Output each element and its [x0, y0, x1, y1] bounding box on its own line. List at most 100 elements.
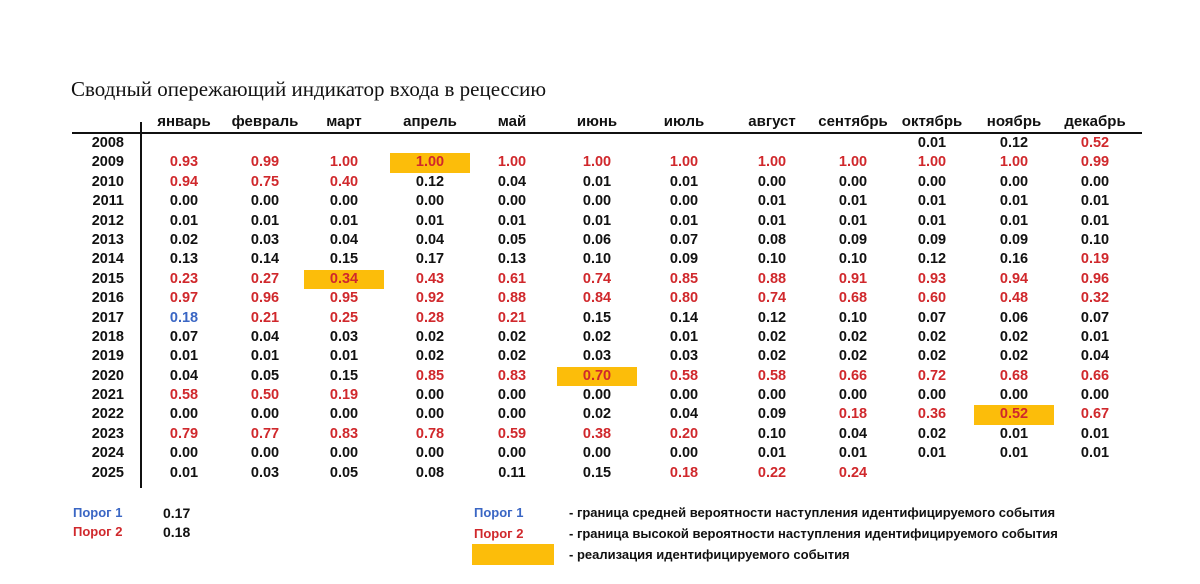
year-label: 2009 — [91, 154, 124, 171]
value-cell: 0.00 — [169, 406, 199, 423]
value-cell: 0.15 — [329, 251, 359, 268]
value-cell: 0.00 — [169, 193, 199, 210]
legend-description: - реализация идентифицируемого события — [569, 547, 850, 562]
value-cell: 0.04 — [497, 173, 527, 190]
value-cell: 0.00 — [838, 173, 868, 190]
value-cell: 0.00 — [250, 193, 280, 210]
value-cell: 0.00 — [838, 387, 868, 404]
value-cell: 0.12 — [415, 173, 445, 190]
value-cell: 0.22 — [757, 464, 787, 481]
legend-label: Порог 1 — [474, 505, 524, 520]
value-cell: 0.00 — [329, 193, 359, 210]
value-cell: 0.01 — [669, 173, 699, 190]
value-cell: 0.94 — [999, 270, 1029, 287]
table-row: 2013 0.02 0.03 0.04 0.04 0.05 0.06 0.07 0.08 0.09… — [72, 231, 1142, 250]
value-cell: 0.02 — [917, 348, 947, 365]
value-cell: 0.00 — [999, 387, 1029, 404]
table-row: 2022 0.00 0.00 0.00 0.00 0.00 0.02 0.04 0.09 0.18… — [72, 405, 1142, 425]
value-cell: 0.78 — [415, 425, 445, 442]
year-label: 2010 — [91, 173, 124, 190]
value-cell: 0.02 — [999, 348, 1029, 365]
threshold-value: 0.17 — [163, 505, 191, 521]
value-cell: 0.67 — [1080, 406, 1110, 423]
value-cell: 0.00 — [497, 387, 527, 404]
value-cell: 0.75 — [250, 173, 280, 190]
value-cell: 0.12 — [999, 135, 1029, 151]
value-cell: 0.43 — [415, 270, 445, 287]
year-label: 2019 — [91, 348, 124, 365]
value-cell: 0.60 — [917, 290, 947, 307]
value-cell: 0.01 — [1080, 445, 1110, 462]
value-cell: 1.00 — [917, 154, 947, 171]
value-cell: 0.02 — [917, 328, 947, 345]
value-cell: 0.74 — [757, 290, 787, 307]
value-cell: 0.00 — [1080, 387, 1110, 404]
value-cell: 0.09 — [669, 251, 699, 268]
value-cell: 0.18 — [838, 406, 868, 423]
value-cell: 0.01 — [838, 445, 868, 462]
value-cell: 0.80 — [669, 290, 699, 307]
value-cell: 0.02 — [838, 348, 868, 365]
value-cell: 0.00 — [415, 445, 445, 462]
value-cell: 0.03 — [669, 348, 699, 365]
value-cell: 0.01 — [999, 425, 1029, 442]
value-cell: 1.00 — [497, 154, 527, 171]
table-row: 2019 0.01 0.01 0.01 0.02 0.02 0.03 0.03 0.02 0.02… — [72, 347, 1142, 366]
value-cell: 0.10 — [838, 251, 868, 268]
column-header-5: июнь — [576, 113, 618, 130]
value-cell: 0.01 — [1080, 328, 1110, 345]
value-cell: 0.14 — [669, 309, 699, 326]
value-cell: 0.91 — [838, 270, 868, 287]
value-cell: 0.11 — [498, 464, 526, 481]
value-cell: 0.07 — [917, 309, 947, 326]
value-cell: 0.01 — [999, 212, 1029, 229]
indicator-table: январь февраль март апрель май июнь июль август… — [72, 112, 1142, 483]
value-cell: 0.17 — [415, 251, 445, 268]
value-cell: 0.85 — [669, 270, 699, 287]
value-cell: 0.00 — [582, 387, 612, 404]
year-label: 2022 — [91, 406, 124, 423]
table-row: 2023 0.79 0.77 0.83 0.78 0.59 0.38 0.20 0.10 0.04… — [72, 425, 1142, 444]
value-cell: 0.84 — [582, 290, 612, 307]
value-cell: 0.04 — [169, 367, 199, 384]
value-cell: 0.14 — [250, 251, 280, 268]
value-cell: 0.04 — [669, 406, 699, 423]
value-cell: 0.01 — [415, 212, 445, 229]
table-row: 2016 0.97 0.96 0.95 0.92 0.88 0.84 0.80 0.74 0.68… — [72, 289, 1142, 308]
table-row: 2021 0.58 0.50 0.19 0.00 0.00 0.00 0.00 0.00 0.00… — [72, 386, 1142, 405]
table-row: 2012 0.01 0.01 0.01 0.01 0.01 0.01 0.01 0.01 0.01… — [72, 212, 1142, 231]
value-cell: 0.66 — [838, 367, 868, 384]
value-cell: 0.00 — [669, 193, 699, 210]
value-cell: 0.01 — [917, 212, 947, 229]
year-label: 2021 — [91, 387, 124, 404]
value-cell: 0.03 — [250, 464, 280, 481]
value-cell: 0.06 — [999, 309, 1029, 326]
table-row: 2018 0.07 0.04 0.03 0.02 0.02 0.02 0.01 0.02 0.02… — [72, 328, 1142, 347]
table-row: 2009 0.93 0.99 1.00 1.00 1.00 1.00 1.00 1.00 1.00… — [72, 153, 1142, 173]
value-cell: 0.01 — [329, 348, 359, 365]
value-cell: 0.00 — [415, 193, 445, 210]
year-label: 2008 — [91, 135, 124, 151]
value-cell: 0.58 — [669, 367, 699, 384]
value-cell: 0.10 — [1080, 231, 1110, 248]
value-cell: 0.05 — [250, 367, 280, 384]
value-cell: 0.00 — [415, 406, 445, 423]
value-cell: 0.21 — [497, 309, 527, 326]
page-title: Сводный опережающий индикатор входа в ре… — [71, 77, 547, 101]
year-label: 2016 — [91, 290, 124, 307]
highlighted-cell: 0.70 — [557, 366, 637, 387]
value-cell: 1.00 — [838, 154, 868, 171]
value-cell: 0.12 — [917, 251, 947, 268]
threshold-label: Порог 2 — [73, 524, 123, 539]
column-header-9: октябрь — [901, 113, 963, 130]
table-body: 2008 0.01 0.12 0.52 2009 0.93 0.99 1.00 1.00 1.00… — [72, 134, 1142, 483]
table-row: 2008 0.01 0.12 0.52 — [72, 134, 1142, 153]
value-cell: 0.00 — [669, 387, 699, 404]
value-cell: 0.74 — [582, 270, 612, 287]
table-row: 2011 0.00 0.00 0.00 0.00 0.00 0.00 0.00 0.01 0.01… — [72, 192, 1142, 211]
threshold-label: Порог 1 — [73, 505, 123, 520]
value-cell: 0.00 — [497, 193, 527, 210]
value-cell: 0.01 — [917, 445, 947, 462]
value-cell: 0.04 — [1080, 348, 1110, 365]
year-label: 2011 — [92, 193, 124, 210]
